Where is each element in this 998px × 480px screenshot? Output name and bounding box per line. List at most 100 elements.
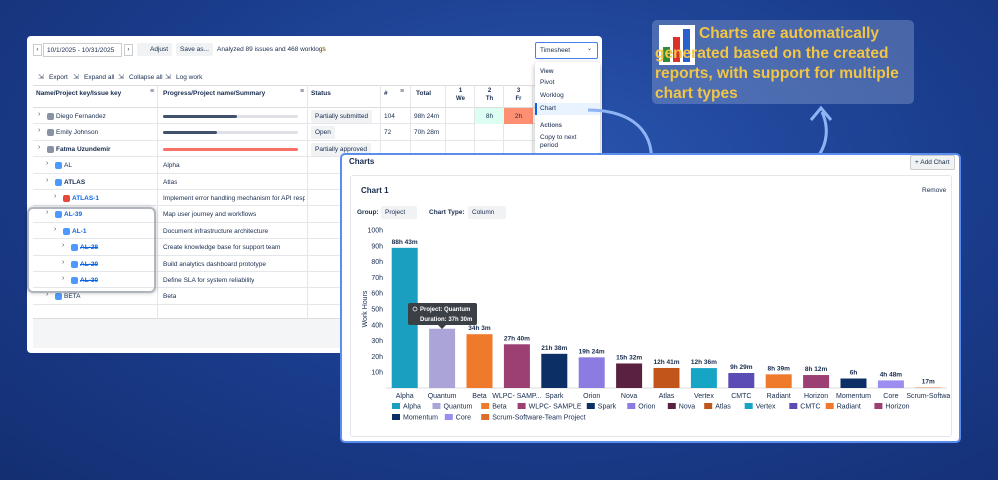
row-key[interactable]: AL-28 bbox=[80, 244, 99, 252]
menu-heading: Actions bbox=[540, 123, 563, 129]
day-number: 1 bbox=[458, 88, 463, 94]
x-tick-label: Nova bbox=[621, 393, 637, 400]
filter-icon: ≡ bbox=[400, 88, 405, 95]
icon-bar bbox=[683, 29, 690, 62]
expand-icon[interactable]: › bbox=[46, 176, 49, 184]
value-label: 21h 38m bbox=[541, 345, 567, 352]
remove-button[interactable]: Remove bbox=[922, 187, 947, 194]
expand-icon[interactable]: › bbox=[62, 242, 65, 250]
row-icon bbox=[71, 244, 78, 252]
view-select[interactable]: Timesheet bbox=[535, 42, 598, 59]
x-tick-label: Core bbox=[883, 393, 898, 400]
x-tick-label: Atlas bbox=[659, 393, 675, 400]
tooltip-icon bbox=[412, 306, 418, 312]
prev-button[interactable]: ‹ bbox=[33, 44, 42, 56]
menu-item[interactable]: Copy to next period bbox=[540, 134, 577, 149]
adjust-button[interactable]: Adjust bbox=[137, 43, 173, 56]
expand-icon[interactable]: › bbox=[38, 127, 41, 135]
x-tick-label: Quantum bbox=[428, 393, 457, 400]
expand-icon[interactable]: › bbox=[38, 143, 41, 151]
row-key[interactable]: ATLAS-1 bbox=[72, 195, 99, 202]
y-tick-label: 90h bbox=[371, 243, 383, 250]
bar bbox=[840, 378, 867, 388]
row-icon bbox=[55, 162, 62, 170]
expand-icon[interactable]: › bbox=[46, 209, 49, 217]
next-button[interactable]: › bbox=[124, 44, 133, 56]
expand-icon[interactable]: › bbox=[54, 225, 57, 233]
status-badge: Open bbox=[311, 126, 335, 140]
save-button[interactable]: Save as... bbox=[176, 43, 213, 56]
menu-item[interactable]: Chart bbox=[540, 105, 556, 112]
analyzed-text: Analyzed 89 issues and 468 worklogs bbox=[217, 46, 326, 53]
value-label: 12h 36m bbox=[691, 359, 717, 366]
row-key[interactable]: AL-30 bbox=[80, 277, 99, 284]
table-row bbox=[33, 256, 535, 272]
x-tick-label: CMTC bbox=[731, 393, 751, 400]
icon-bar bbox=[673, 37, 680, 62]
expand-icon[interactable]: › bbox=[38, 111, 41, 118]
value-label: 4h 48m bbox=[880, 371, 903, 378]
x-tick-label: Vertex bbox=[694, 393, 714, 400]
menu-item[interactable]: Worklog bbox=[540, 92, 564, 99]
row-summary: Document infrastructure architecture bbox=[163, 227, 269, 235]
row-key[interactable]: AL-1 bbox=[72, 227, 87, 235]
x-tick-label: Beta bbox=[472, 393, 487, 400]
table-row bbox=[33, 288, 535, 305]
filter-icon: ≡ bbox=[150, 88, 155, 95]
chart: 10h 20h 30h 40h 50h 60h 70h 80h 90h 100h Work Hour… bbox=[362, 228, 950, 422]
legend-swatch bbox=[444, 414, 453, 420]
x-tick-label: Radiant bbox=[767, 393, 791, 400]
legend-label: Quantum bbox=[444, 404, 473, 411]
group-select[interactable]: Project bbox=[381, 206, 418, 219]
column-header: Name/Project key/Issue key bbox=[36, 90, 122, 97]
row-key[interactable]: AL-29 bbox=[80, 260, 99, 268]
action-button[interactable]: Log work bbox=[176, 74, 203, 81]
y-tick-label: 100h bbox=[367, 228, 383, 235]
legend-label: Horizon bbox=[885, 404, 909, 411]
row-total: 98h 24m bbox=[414, 113, 440, 120]
legend-label: CMTC bbox=[800, 404, 820, 411]
date-range[interactable]: 10/1/2025 - 10/31/2025 bbox=[43, 43, 122, 57]
expand-icon[interactable]: › bbox=[46, 291, 49, 299]
action-button[interactable]: Collapse all bbox=[129, 74, 163, 81]
row-icon bbox=[47, 145, 54, 153]
action-button[interactable]: Expand all bbox=[84, 74, 115, 81]
legend-label: Orion bbox=[638, 404, 655, 411]
expand-icon[interactable]: › bbox=[62, 258, 65, 266]
expand-icon[interactable]: › bbox=[54, 193, 57, 200]
type-select[interactable]: Column bbox=[468, 206, 507, 219]
column-header: Status bbox=[311, 90, 331, 97]
row-summary: Create knowledge base for support team bbox=[163, 244, 281, 252]
legend-swatch bbox=[481, 414, 490, 420]
type-label: Chart Type: bbox=[429, 209, 465, 216]
expand-icon[interactable]: › bbox=[62, 275, 65, 282]
value-label: 17m bbox=[922, 379, 935, 386]
charts-panel bbox=[340, 153, 961, 443]
status-badge: Partially approved bbox=[311, 142, 372, 156]
column-divider bbox=[307, 85, 308, 318]
action-button[interactable]: Export bbox=[49, 74, 68, 81]
legend-label: Spark bbox=[598, 404, 617, 411]
row-key[interactable]: AL-39 bbox=[64, 211, 83, 219]
table-row bbox=[33, 239, 535, 256]
expand-icon[interactable]: › bbox=[46, 160, 49, 168]
bar bbox=[690, 368, 717, 388]
charts-title: Charts bbox=[349, 157, 375, 166]
row-total: 70h 28m bbox=[414, 129, 440, 137]
bar bbox=[541, 353, 568, 388]
tooltip bbox=[408, 303, 477, 325]
chart-card bbox=[350, 175, 952, 437]
legend-swatch bbox=[481, 403, 490, 409]
y-tick-label: 50h bbox=[371, 307, 383, 314]
row-key: Emily Johnson bbox=[56, 129, 99, 137]
value-label: 88h 43m bbox=[392, 239, 418, 246]
menu-item[interactable]: Pivot bbox=[540, 79, 555, 86]
add-chart-button[interactable]: + Add Chart bbox=[910, 155, 955, 170]
value-label: 8h 12m bbox=[805, 366, 828, 373]
y-tick-label: 70h bbox=[371, 275, 383, 282]
row-key: AL bbox=[64, 162, 72, 170]
value-label: 12h 41m bbox=[653, 359, 679, 366]
x-tick-label: Orion bbox=[583, 393, 600, 400]
legend-swatch bbox=[517, 403, 526, 409]
table-header bbox=[33, 85, 535, 108]
